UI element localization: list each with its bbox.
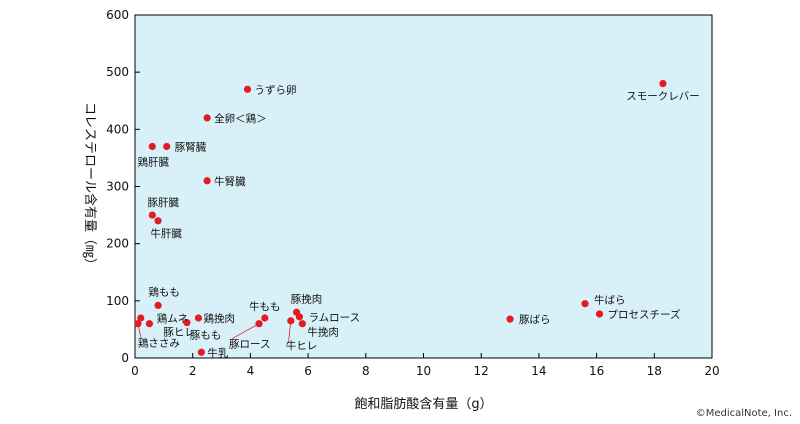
x-tick-label: 18 xyxy=(647,364,662,378)
point-label: 豚肝臓 xyxy=(148,197,180,209)
y-tick-label: 100 xyxy=(106,294,129,308)
data-point xyxy=(145,320,154,328)
data-point xyxy=(137,314,145,322)
point-label: 鶏ささみ xyxy=(138,337,180,350)
data-point xyxy=(183,318,191,327)
y-axis-title: コレステロール含有量（㎎） xyxy=(82,102,98,271)
y-tick-label: 500 xyxy=(106,65,129,79)
data-point xyxy=(194,314,203,322)
point-label: 鶏もも xyxy=(148,285,180,298)
point-label: 全卵＜鶏＞ xyxy=(214,112,267,125)
point-label: プロセスチーズ xyxy=(607,308,680,321)
data-point xyxy=(506,315,514,323)
data-point xyxy=(154,217,162,225)
point-label: 豚ばら xyxy=(519,314,551,326)
data-point xyxy=(197,348,205,356)
data-point xyxy=(148,142,156,151)
data-point xyxy=(581,300,589,308)
point-label: 豚腎臓 xyxy=(175,141,207,153)
point-label: 豚挽肉 xyxy=(291,292,323,305)
data-point xyxy=(298,320,306,328)
data-point xyxy=(287,317,295,325)
point-label: うずら卵 xyxy=(255,84,297,96)
point-label: 牛挽肉 xyxy=(307,326,339,339)
x-tick-label: 8 xyxy=(362,364,370,378)
point-label: 牛ヒレ xyxy=(286,339,318,352)
y-tick-label: 0 xyxy=(121,351,129,365)
data-point xyxy=(154,301,162,310)
data-point xyxy=(243,85,252,93)
y-axis-ticks: 0 100 200 300 400 500 600 xyxy=(106,8,140,365)
y-tick-label: 200 xyxy=(106,237,129,251)
point-label: 牛肝臓 xyxy=(150,227,182,240)
data-point xyxy=(148,211,156,219)
plot-area xyxy=(134,14,713,359)
data-point xyxy=(261,314,269,322)
x-tick-label: 14 xyxy=(531,364,546,378)
x-tick-label: 6 xyxy=(304,364,312,378)
point-label: 鶏ムネ xyxy=(157,312,189,325)
leader-line xyxy=(231,323,260,340)
y-tick-label: 400 xyxy=(106,122,129,136)
point-label: 豚もも xyxy=(190,330,222,342)
x-tick-label: 10 xyxy=(416,364,431,378)
data-point xyxy=(295,313,304,321)
x-tick-label: 4 xyxy=(247,364,255,378)
x-tick-label: 2 xyxy=(189,364,197,378)
x-tick-label: 12 xyxy=(474,364,489,378)
point-label: スモークレバー xyxy=(626,91,700,103)
point-label: 鶏挽肉 xyxy=(203,312,235,325)
point-label: 牛腎臓 xyxy=(214,175,246,188)
x-tick-label: 16 xyxy=(589,364,604,378)
point-label: 牛もも xyxy=(249,300,281,313)
data-point xyxy=(203,114,211,122)
data-point xyxy=(255,320,263,328)
data-point xyxy=(659,80,667,88)
y-tick-label: 300 xyxy=(106,180,129,194)
point-label: 鶏肝臓 xyxy=(138,155,170,168)
point-label: 牛ばら xyxy=(594,294,626,307)
data-point xyxy=(595,310,604,318)
point-label: 豚ヒレ xyxy=(163,327,195,339)
data-point xyxy=(134,320,142,328)
copyright-credit: ©MedicalNote, Inc. xyxy=(696,408,792,419)
x-axis-ticks: 0 2 4 6 8 10 12 14 16 18 20 xyxy=(131,353,720,378)
data-points xyxy=(134,80,667,356)
x-axis-title: 飽和脂肪酸含有量（g） xyxy=(354,396,492,412)
point-label: ラムロース xyxy=(308,312,360,324)
x-tick-label: 20 xyxy=(704,364,719,378)
y-tick-label: 600 xyxy=(106,8,129,22)
data-point xyxy=(163,142,171,151)
point-label: 豚ロース xyxy=(229,339,270,351)
x-tick-label: 0 xyxy=(131,364,139,378)
data-point xyxy=(203,177,211,185)
point-label: 牛乳 xyxy=(207,346,228,359)
